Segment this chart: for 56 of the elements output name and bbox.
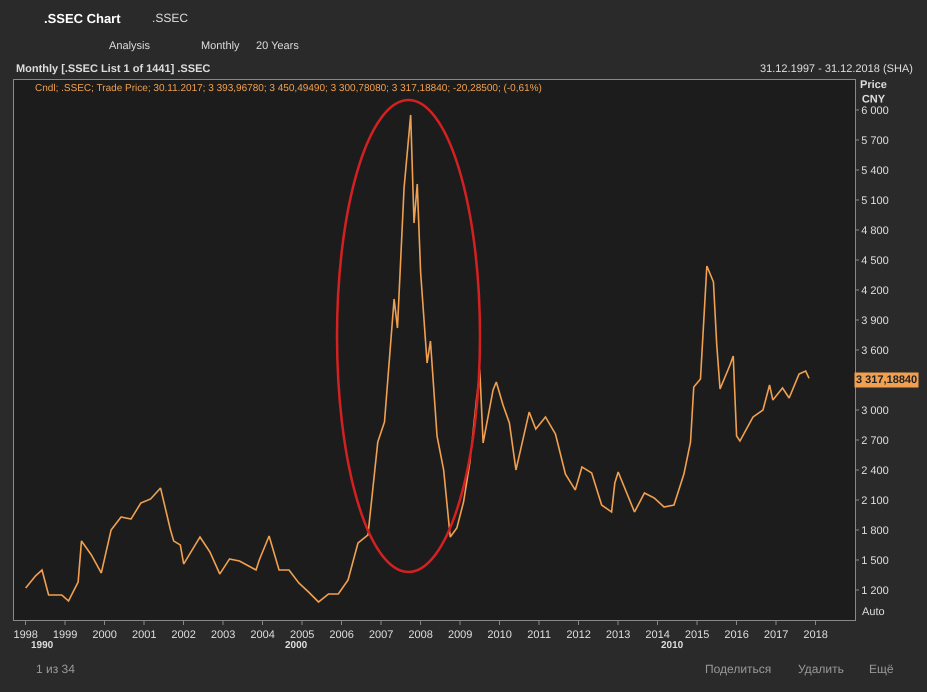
x-tick-label: 2006 <box>329 629 354 642</box>
x-tick-label: 2012 <box>566 629 591 642</box>
x-tick-label: 2014 <box>645 629 670 642</box>
y-tick-label: 5 100 <box>861 194 889 207</box>
text: Ещё <box>869 662 894 676</box>
y-tick-label: 6 000 <box>861 104 889 117</box>
x-tick-label: 1999 <box>52 629 78 642</box>
y-tick-label: 3 600 <box>861 344 889 357</box>
chart-title: Monthly [.SSEC List 1 of 1441] .SSEC <box>16 63 210 75</box>
text: 1990 <box>31 640 54 651</box>
y-tick-label: 1 800 <box>861 524 889 537</box>
x-tick-label: 2016 <box>724 629 749 642</box>
text: 1 из 34 <box>36 662 76 676</box>
y-tick-label: 4 200 <box>861 284 889 297</box>
text: Monthly <box>201 40 240 52</box>
text: 2010 <box>661 640 684 651</box>
x-tick-label: 2005 <box>290 629 314 642</box>
x-tick-label: 2002 <box>171 629 196 642</box>
x-tick-label: 2000 <box>92 629 117 642</box>
x-tick-label: 2004 <box>250 629 275 642</box>
text: 3 317,18840 <box>856 374 918 386</box>
text: Auto <box>862 606 885 618</box>
y-tick-label: 4 500 <box>861 254 889 267</box>
x-tick-label: 2013 <box>606 629 630 642</box>
y-axis-title: Price CNY <box>860 79 887 106</box>
annotation: Cndl; .SSEC; Trade Price; 30.11.2017; 3 393,96780; 3 450,49490; 3 300,78080; 3 317,18840; -20,28500; (-0,61%) <box>35 83 542 94</box>
x-tick-label: 2017 <box>764 629 788 642</box>
y-tick-label: 5 700 <box>861 134 889 147</box>
x-tick-label: 2007 <box>368 629 394 642</box>
text: Analysis <box>109 40 150 52</box>
x-tick-label: 2008 <box>408 629 433 642</box>
text: 2000 <box>285 640 308 651</box>
x-tick-label: 2003 <box>210 629 236 642</box>
y-tick-label: 2 700 <box>861 434 889 447</box>
y-tick-label: 3 900 <box>861 314 889 327</box>
y-tick-label: 2 400 <box>861 464 889 477</box>
x-tick-label: 2018 <box>803 629 828 642</box>
x-tick-label: 2010 <box>487 629 512 642</box>
y-tick-label: 1 200 <box>861 584 889 597</box>
y-tick-label: 4 800 <box>861 224 889 237</box>
y-tick-label: 3 000 <box>861 404 889 417</box>
text: Удалить <box>798 662 844 676</box>
y-tick-label: 2 100 <box>861 494 889 507</box>
x-tick-label: 2009 <box>448 629 472 642</box>
chart-subtitle: 31.12.1997 - 31.12.2018 (SHA) <box>760 63 913 75</box>
y-tick-label: 1 500 <box>861 554 889 567</box>
text: .SSEC <box>152 11 188 25</box>
line-series <box>24 114 810 603</box>
x-tick-label: 2011 <box>527 629 551 642</box>
text: Поделиться <box>705 662 772 676</box>
x-tick-label: 2015 <box>684 629 710 642</box>
y-tick-label: 5 400 <box>861 164 889 177</box>
text: 20 Years <box>256 40 300 52</box>
x-tick-label: 2001 <box>132 629 156 642</box>
x-tick-label: 1998 <box>13 629 38 642</box>
text: .SSEC Chart <box>44 11 122 26</box>
